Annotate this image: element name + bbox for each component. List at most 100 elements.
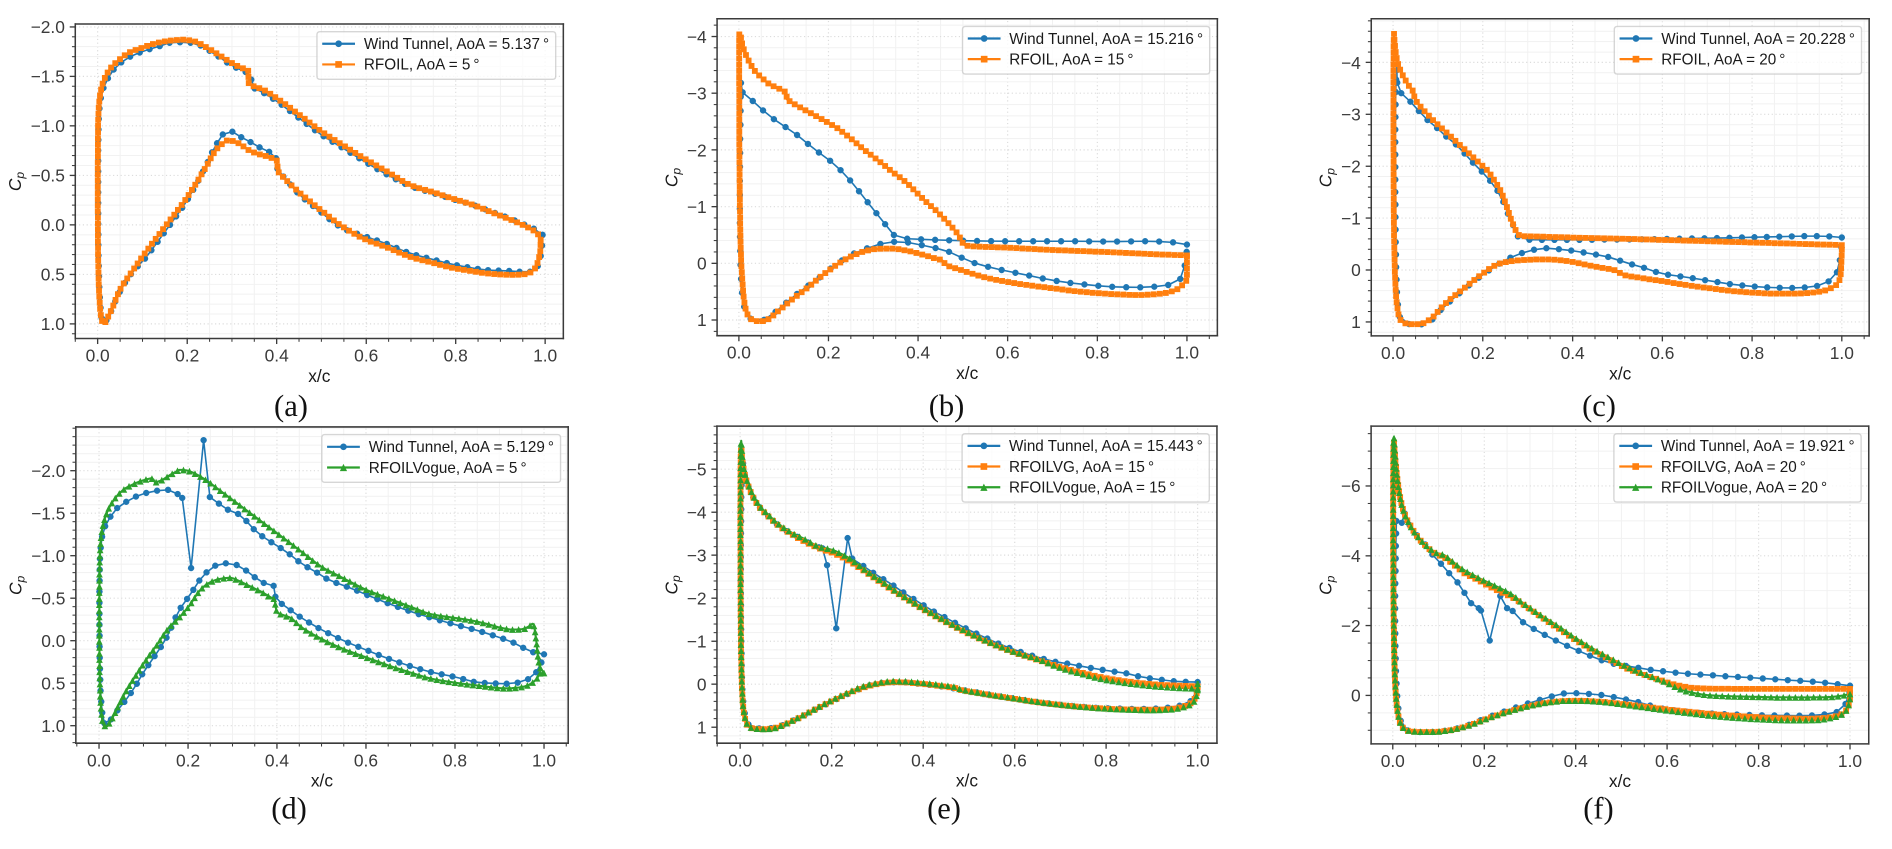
svg-text:−4: −4 [1341, 546, 1361, 566]
svg-text:1.0: 1.0 [1838, 751, 1862, 771]
svg-text:0: 0 [1351, 686, 1361, 706]
svg-text:0.0: 0.0 [727, 343, 751, 363]
svg-text:0.8: 0.8 [1740, 343, 1764, 363]
svg-text:0.6: 0.6 [1655, 751, 1679, 771]
svg-text:0: 0 [697, 254, 707, 274]
svg-text:1.0: 1.0 [41, 314, 65, 334]
svg-text:0.8: 0.8 [444, 346, 468, 366]
svg-text:1.0: 1.0 [41, 716, 65, 736]
svg-text:0.8: 0.8 [1747, 751, 1771, 771]
svg-text:0.6: 0.6 [996, 343, 1020, 363]
svg-text:0.0: 0.0 [41, 215, 65, 235]
svg-text:Wind Tunnel, AoA = 5.129 °: Wind Tunnel, AoA = 5.129 ° [369, 439, 554, 456]
svg-text:−1.5: −1.5 [31, 67, 65, 87]
svg-text:(a): (a) [274, 389, 308, 423]
svg-text:(c): (c) [1582, 389, 1616, 423]
svg-text:0.6: 0.6 [1650, 343, 1674, 363]
svg-text:x/c: x/c [956, 363, 979, 383]
svg-text:0.4: 0.4 [1564, 751, 1588, 771]
svg-text:0.6: 0.6 [354, 750, 378, 770]
svg-text:−5: −5 [687, 460, 707, 480]
svg-text:−2: −2 [1341, 616, 1361, 636]
svg-text:Wind Tunnel, AoA = 20.228 °: Wind Tunnel, AoA = 20.228 ° [1661, 31, 1855, 48]
svg-text:−6: −6 [1341, 476, 1361, 496]
svg-text:0.4: 0.4 [906, 343, 930, 363]
svg-text:0.6: 0.6 [354, 346, 378, 366]
svg-text:−0.5: −0.5 [31, 166, 65, 186]
svg-text:x/c: x/c [1609, 363, 1632, 383]
svg-text:0.5: 0.5 [41, 265, 65, 285]
svg-text:C p: C p [2, 575, 28, 595]
svg-text:RFOILVG, AoA = 15 °: RFOILVG, AoA = 15 ° [1009, 459, 1154, 476]
svg-text:1.0: 1.0 [533, 346, 557, 366]
svg-text:−3: −3 [687, 546, 707, 566]
svg-text:0.2: 0.2 [820, 750, 844, 770]
svg-text:0.4: 0.4 [1561, 343, 1585, 363]
svg-text:−1: −1 [687, 197, 707, 217]
svg-text:C p: C p [1312, 168, 1338, 188]
svg-text:0.0: 0.0 [86, 346, 110, 366]
svg-text:1.0: 1.0 [1830, 343, 1854, 363]
svg-text:RFOIL, AoA = 20 °: RFOIL, AoA = 20 ° [1661, 51, 1785, 68]
svg-text:0.2: 0.2 [816, 343, 840, 363]
svg-text:RFOILVogue, AoA = 15 °: RFOILVogue, AoA = 15 ° [1009, 480, 1175, 497]
svg-text:0.4: 0.4 [265, 750, 289, 770]
svg-text:x/c: x/c [1609, 771, 1632, 791]
svg-text:0.8: 0.8 [1085, 343, 1109, 363]
svg-text:−1.0: −1.0 [31, 546, 65, 566]
svg-text:C p: C p [657, 168, 683, 188]
svg-text:x/c: x/c [956, 771, 979, 791]
svg-text:−3: −3 [687, 83, 707, 103]
svg-text:C p: C p [1, 172, 27, 192]
svg-text:RFOIL, AoA = 15 °: RFOIL, AoA = 15 ° [1009, 51, 1133, 68]
svg-text:RFOILVogue, AoA = 20 °: RFOILVogue, AoA = 20 ° [1661, 480, 1827, 497]
svg-text:(b): (b) [929, 389, 965, 423]
svg-text:−2: −2 [687, 588, 707, 608]
svg-text:1.0: 1.0 [1186, 750, 1210, 770]
svg-text:Wind Tunnel, AoA = 5.137 °: Wind Tunnel, AoA = 5.137 ° [364, 36, 549, 53]
svg-text:0.2: 0.2 [176, 750, 200, 770]
svg-text:0.8: 0.8 [1094, 750, 1118, 770]
svg-text:0.4: 0.4 [911, 750, 935, 770]
svg-text:(e): (e) [927, 791, 961, 825]
svg-text:x/c: x/c [311, 771, 334, 791]
svg-text:1: 1 [697, 717, 707, 737]
svg-text:−2.0: −2.0 [31, 461, 65, 481]
svg-text:−2.0: −2.0 [31, 17, 65, 37]
svg-text:0.6: 0.6 [1003, 750, 1027, 770]
svg-text:0.0: 0.0 [87, 750, 111, 770]
svg-text:−4: −4 [687, 27, 707, 47]
svg-text:0.2: 0.2 [1471, 343, 1495, 363]
svg-text:Wind Tunnel, AoA = 15.216 °: Wind Tunnel, AoA = 15.216 ° [1009, 31, 1203, 48]
svg-text:−1: −1 [687, 632, 707, 652]
svg-text:Wind Tunnel, AoA = 19.921 °: Wind Tunnel, AoA = 19.921 ° [1661, 438, 1855, 455]
svg-text:−4: −4 [1341, 53, 1361, 73]
svg-text:(d): (d) [271, 791, 307, 825]
svg-text:−3: −3 [1341, 105, 1361, 125]
svg-text:1: 1 [1351, 312, 1361, 332]
svg-text:RFOIL, AoA = 5 °: RFOIL, AoA = 5 ° [364, 57, 480, 74]
svg-text:−0.5: −0.5 [31, 588, 65, 608]
svg-text:0.0: 0.0 [728, 750, 752, 770]
svg-text:1: 1 [697, 310, 707, 330]
svg-text:x/c: x/c [308, 366, 331, 386]
svg-text:−1.0: −1.0 [31, 116, 65, 136]
svg-text:0.8: 0.8 [443, 750, 467, 770]
svg-text:−4: −4 [687, 502, 707, 522]
svg-text:0.2: 0.2 [175, 346, 199, 366]
svg-text:0: 0 [697, 675, 707, 695]
svg-text:0.4: 0.4 [265, 346, 289, 366]
svg-text:1.0: 1.0 [532, 750, 556, 770]
svg-text:−1: −1 [1341, 208, 1361, 228]
svg-text:(f): (f) [1583, 791, 1614, 825]
svg-text:0: 0 [1351, 260, 1361, 280]
svg-text:C p: C p [1311, 575, 1337, 595]
svg-text:0.5: 0.5 [41, 673, 65, 693]
svg-text:0.0: 0.0 [41, 631, 65, 651]
svg-text:−1.5: −1.5 [31, 503, 65, 523]
svg-text:RFOILVogue, AoA = 5 °: RFOILVogue, AoA = 5 ° [369, 460, 527, 477]
svg-text:0.0: 0.0 [1381, 343, 1405, 363]
svg-text:1.0: 1.0 [1175, 343, 1199, 363]
svg-text:C p: C p [657, 575, 683, 595]
svg-text:RFOILVG, AoA = 20 °: RFOILVG, AoA = 20 ° [1661, 459, 1806, 476]
